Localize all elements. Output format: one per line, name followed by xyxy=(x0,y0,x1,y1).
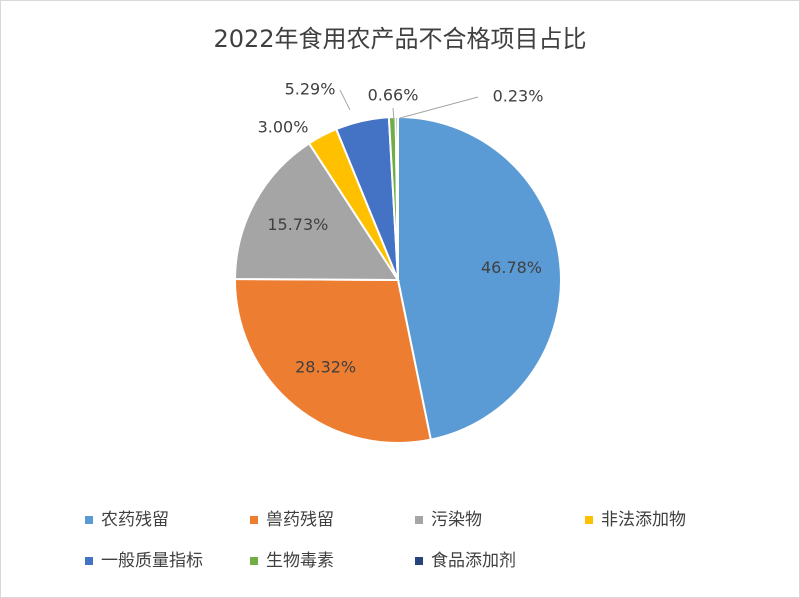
data-label: 3.00% xyxy=(258,118,309,137)
leader-line xyxy=(399,96,479,119)
legend-swatch xyxy=(85,516,93,524)
data-label: 46.78% xyxy=(481,258,542,277)
legend-swatch xyxy=(415,516,423,524)
pie-slice xyxy=(394,115,399,281)
legend-label: 生物毒素 xyxy=(266,551,334,571)
pie-slice xyxy=(234,278,432,444)
data-label: 0.23% xyxy=(493,87,544,106)
pie-slice xyxy=(233,141,400,282)
leader-line xyxy=(392,107,395,121)
leader-line xyxy=(339,89,351,111)
legend-swatch xyxy=(585,516,593,524)
legend-swatch xyxy=(250,516,258,524)
legend-swatch xyxy=(85,557,93,565)
legend-label: 污染物 xyxy=(431,510,482,530)
pie-slice xyxy=(397,115,562,441)
legend-label: 食品添加剂 xyxy=(431,551,516,571)
legend-swatch xyxy=(250,557,258,565)
data-label: 5.29% xyxy=(285,80,336,99)
data-label: 28.32% xyxy=(295,358,356,377)
legend-label: 农药残留 xyxy=(101,510,169,530)
data-label: 15.73% xyxy=(267,215,328,234)
legend-label: 一般质量指标 xyxy=(101,551,203,571)
data-label: 0.66% xyxy=(368,86,419,105)
legend-swatch xyxy=(415,557,423,565)
legend-label: 非法添加物 xyxy=(601,510,686,530)
legend-label: 兽药残留 xyxy=(266,510,334,530)
chart-title: 2022年食用农产品不合格项目占比 xyxy=(213,25,586,53)
